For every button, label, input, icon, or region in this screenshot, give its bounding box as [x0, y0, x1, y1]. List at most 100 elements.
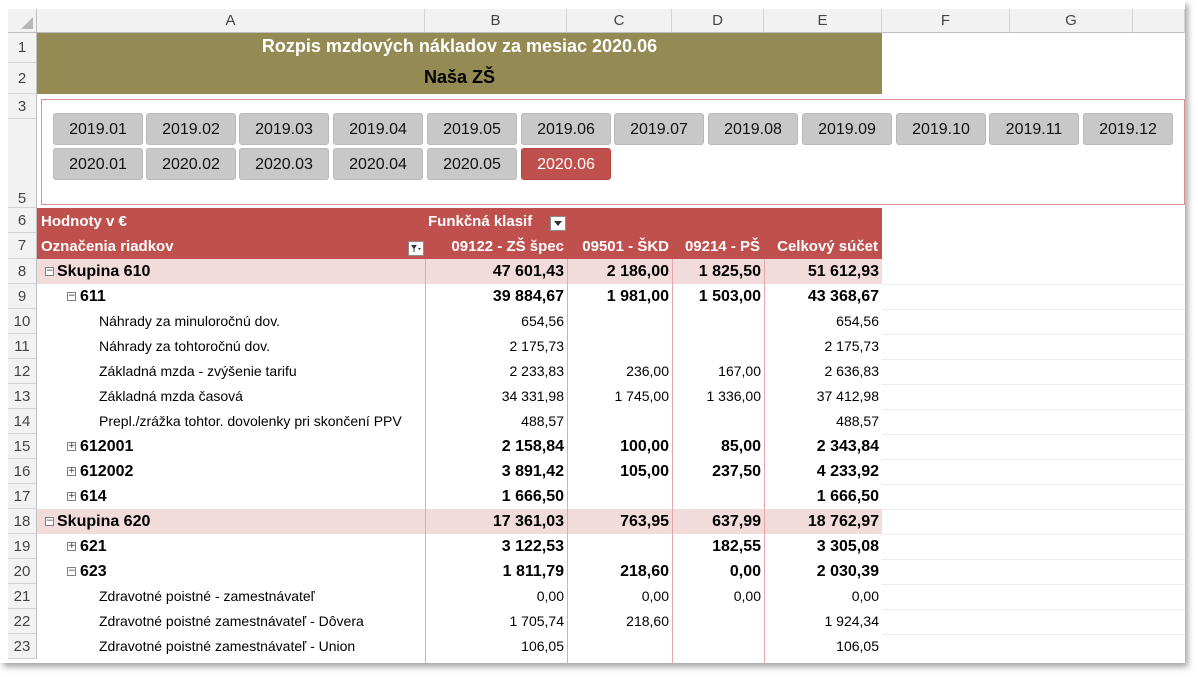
value-cell[interactable]: 43 368,67	[807, 288, 879, 305]
slicer-item-2019-01[interactable]: 2019.01	[53, 113, 143, 145]
collapse-icon[interactable]: −	[67, 291, 76, 301]
value-cell[interactable]	[567, 409, 669, 434]
value-cell[interactable]	[672, 609, 761, 634]
value-cell[interactable]: 18 762,97	[807, 513, 879, 530]
slicer-item-2019-11[interactable]: 2019.11	[989, 113, 1079, 145]
row-header-19[interactable]: 19	[8, 534, 37, 559]
value-cell[interactable]: 167,00	[718, 363, 761, 379]
value-cell[interactable]: 0,00	[733, 588, 761, 604]
value-cell[interactable]: 2 233,83	[509, 363, 565, 379]
value-cell[interactable]: 2 636,83	[824, 363, 880, 379]
value-cell[interactable]: 106,05	[521, 638, 564, 654]
value-cell[interactable]: 85,00	[720, 438, 761, 455]
value-cell[interactable]: 0,00	[641, 588, 669, 604]
row-header-16[interactable]: 16	[8, 459, 37, 484]
row-header-13[interactable]: 13	[8, 384, 37, 409]
row-label-nahrady-za-tohtorocnu-dov[interactable]: Náhrady za tohtoročnú dov.	[99, 338, 270, 354]
row-header-21[interactable]: 21	[8, 584, 37, 609]
row-label-612001[interactable]: 612001	[80, 438, 134, 455]
value-cell[interactable]: 237,50	[712, 463, 761, 480]
column-header-a[interactable]: A	[37, 9, 425, 33]
value-cell[interactable]: 4 233,92	[816, 463, 879, 480]
slicer-item-2019-06[interactable]: 2019.06	[521, 113, 611, 145]
row-label-612002[interactable]: 612002	[80, 463, 134, 480]
row-header-20[interactable]: 20	[8, 559, 37, 584]
value-cell[interactable]: 34 331,98	[501, 388, 564, 404]
value-cell[interactable]: 0,00	[851, 588, 879, 604]
value-cell[interactable]	[567, 334, 669, 359]
row-label-prepl-zrazka-tohtor-dovolenky-pri-skonceni-ppv[interactable]: Prepl./zrážka tohtor. dovolenky pri skon…	[99, 413, 402, 429]
column-header-f[interactable]: F	[882, 9, 1010, 33]
row-header-8[interactable]: 8	[8, 259, 37, 284]
value-cell[interactable]: 0,00	[729, 563, 761, 580]
value-cell[interactable]	[567, 309, 669, 334]
value-cell[interactable]: 236,00	[626, 363, 669, 379]
value-cell[interactable]: 1 336,00	[706, 388, 762, 404]
slicer-item-2020-04[interactable]: 2020.04	[333, 148, 423, 180]
expand-icon[interactable]: +	[67, 491, 76, 501]
slicer-item-2020-06[interactable]: 2020.06	[521, 148, 611, 180]
slicer-item-2019-12[interactable]: 2019.12	[1083, 113, 1173, 145]
row-header-3[interactable]: 3	[8, 94, 37, 119]
value-cell[interactable]: 37 412,98	[816, 388, 879, 404]
slicer-item-2019-02[interactable]: 2019.02	[146, 113, 236, 145]
select-all-corner[interactable]	[8, 9, 37, 33]
value-cell[interactable]: 182,55	[712, 538, 761, 555]
slicer-item-2020-03[interactable]: 2020.03	[239, 148, 329, 180]
value-cell[interactable]	[672, 309, 761, 334]
row-label-zdravotne-poistne-zamestnavatel-dovera[interactable]: Zdravotné poistné zamestnávateľ - Dôvera	[99, 613, 364, 629]
value-cell[interactable]	[567, 634, 669, 659]
slicer-item-2019-04[interactable]: 2019.04	[333, 113, 423, 145]
value-cell[interactable]: 218,60	[626, 613, 669, 629]
row-header-5[interactable]: 5	[8, 119, 37, 208]
slicer-item-2019-10[interactable]: 2019.10	[896, 113, 986, 145]
row-header-10[interactable]: 10	[8, 309, 37, 334]
value-cell[interactable]: 47 601,43	[492, 263, 564, 280]
value-cell[interactable]: 2 343,84	[816, 438, 879, 455]
row-header-1[interactable]: 1	[8, 33, 37, 63]
value-cell[interactable]: 105,00	[620, 463, 669, 480]
column-header-b[interactable]: B	[425, 9, 567, 33]
expand-icon[interactable]: +	[67, 441, 76, 451]
slicer-item-2019-09[interactable]: 2019.09	[802, 113, 892, 145]
slicer-item-2019-05[interactable]: 2019.05	[427, 113, 517, 145]
row-header-17[interactable]: 17	[8, 484, 37, 509]
row-label-nahrady-za-minulorocnu-dov[interactable]: Náhrady za minuloročnú dov.	[99, 313, 281, 329]
value-cell[interactable]: 763,95	[620, 513, 669, 530]
value-cell[interactable]: 1 825,50	[698, 263, 761, 280]
row-label-611[interactable]: 611	[80, 288, 106, 305]
value-cell[interactable]: 1 705,74	[509, 613, 565, 629]
collapse-icon[interactable]: −	[45, 266, 54, 276]
value-cell[interactable]: 3 305,08	[816, 538, 879, 555]
value-cell[interactable]	[567, 534, 669, 559]
value-cell[interactable]: 1 924,34	[824, 613, 880, 629]
value-cell[interactable]: 2 158,84	[501, 438, 564, 455]
value-cell[interactable]: 488,57	[836, 413, 879, 429]
row-label-623[interactable]: 623	[80, 563, 107, 580]
column-header-d[interactable]: D	[672, 9, 764, 33]
value-cell[interactable]	[672, 409, 761, 434]
value-cell[interactable]: 1 811,79	[502, 563, 564, 580]
column-filter-button[interactable]	[550, 216, 566, 231]
slicer-item-2019-03[interactable]: 2019.03	[239, 113, 329, 145]
value-cell[interactable]: 3 122,53	[501, 538, 564, 555]
value-cell[interactable]: 488,57	[521, 413, 564, 429]
value-cell[interactable]	[672, 334, 761, 359]
row-label-skupina-620[interactable]: Skupina 620	[57, 513, 151, 530]
value-cell[interactable]: 1 503,00	[698, 288, 761, 305]
row-header-15[interactable]: 15	[8, 434, 37, 459]
value-cell[interactable]: 1 666,50	[816, 488, 879, 505]
row-header-2[interactable]: 2	[8, 63, 37, 94]
row-label-zakladna-mzda-zvysenie-tarifu[interactable]: Základná mzda - zvýšenie tarifu	[99, 363, 297, 379]
row-header-18[interactable]: 18	[8, 509, 37, 534]
slicer-item-2019-07[interactable]: 2019.07	[614, 113, 704, 145]
slicer-item-2020-01[interactable]: 2020.01	[53, 148, 143, 180]
slicer-item-2020-02[interactable]: 2020.02	[146, 148, 236, 180]
value-cell[interactable]: 1 745,00	[614, 388, 670, 404]
row-header-12[interactable]: 12	[8, 359, 37, 384]
value-cell[interactable]: 218,60	[620, 563, 669, 580]
collapse-icon[interactable]: −	[45, 516, 54, 526]
value-cell[interactable]: 17 361,03	[492, 513, 564, 530]
expand-icon[interactable]: +	[67, 541, 76, 551]
value-cell[interactable]	[567, 484, 669, 509]
